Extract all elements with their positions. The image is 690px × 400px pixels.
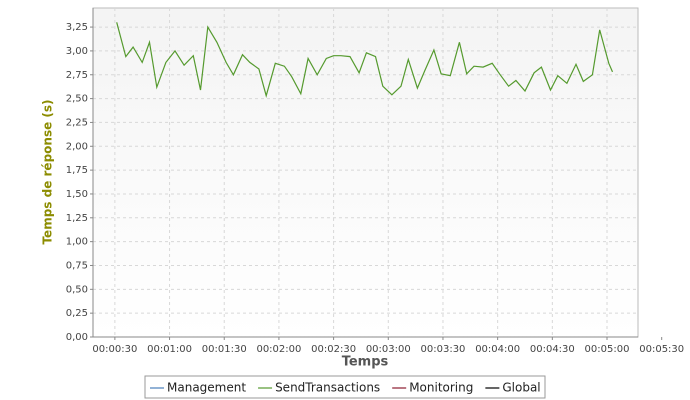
y-tick-label: 0,50 bbox=[66, 284, 88, 295]
y-tick-label: 1,50 bbox=[66, 189, 88, 200]
legend-label: Management bbox=[167, 381, 246, 395]
x-tick-label: 00:05:00 bbox=[585, 344, 630, 355]
legend-label: SendTransactions bbox=[275, 381, 380, 395]
x-tick-label: 00:02:30 bbox=[311, 344, 356, 355]
y-tick-label: 2,75 bbox=[66, 70, 88, 81]
x-tick-label: 00:01:00 bbox=[147, 344, 192, 355]
x-tick-label: 00:02:00 bbox=[256, 344, 301, 355]
y-tick-label: 0,25 bbox=[66, 308, 88, 319]
legend-label: Global bbox=[502, 381, 540, 395]
plot-area bbox=[92, 7, 639, 338]
legend-label: Monitoring bbox=[409, 381, 473, 395]
x-tick-label: 00:05:30 bbox=[639, 344, 684, 355]
y-tick-label: 2,50 bbox=[66, 94, 88, 105]
y-tick-label: 1,25 bbox=[66, 213, 88, 224]
x-tick-label: 00:03:00 bbox=[366, 344, 411, 355]
y-tick-label: 1,75 bbox=[66, 165, 88, 176]
x-tick-label: 00:04:30 bbox=[530, 344, 575, 355]
y-tick-label: 3,25 bbox=[66, 22, 88, 33]
x-tick-label: 00:00:30 bbox=[92, 344, 137, 355]
y-tick-label: 1,00 bbox=[66, 237, 88, 248]
x-tick-label: 00:04:00 bbox=[475, 344, 520, 355]
x-axis-label: Temps bbox=[342, 355, 389, 370]
series-line bbox=[116, 22, 614, 98]
x-tick-label: 00:03:30 bbox=[421, 344, 466, 355]
y-tick-label: 2,25 bbox=[66, 117, 88, 128]
y-tick-label: 0,75 bbox=[66, 260, 88, 271]
y-tick-label: 2,00 bbox=[66, 141, 88, 152]
y-tick-label: 0,00 bbox=[66, 332, 88, 343]
x-tick-label: 00:01:30 bbox=[202, 344, 247, 355]
y-axis-label: Temps de réponse (s) bbox=[41, 99, 55, 244]
y-tick-label: 3,00 bbox=[66, 46, 88, 57]
legend bbox=[144, 375, 546, 399]
